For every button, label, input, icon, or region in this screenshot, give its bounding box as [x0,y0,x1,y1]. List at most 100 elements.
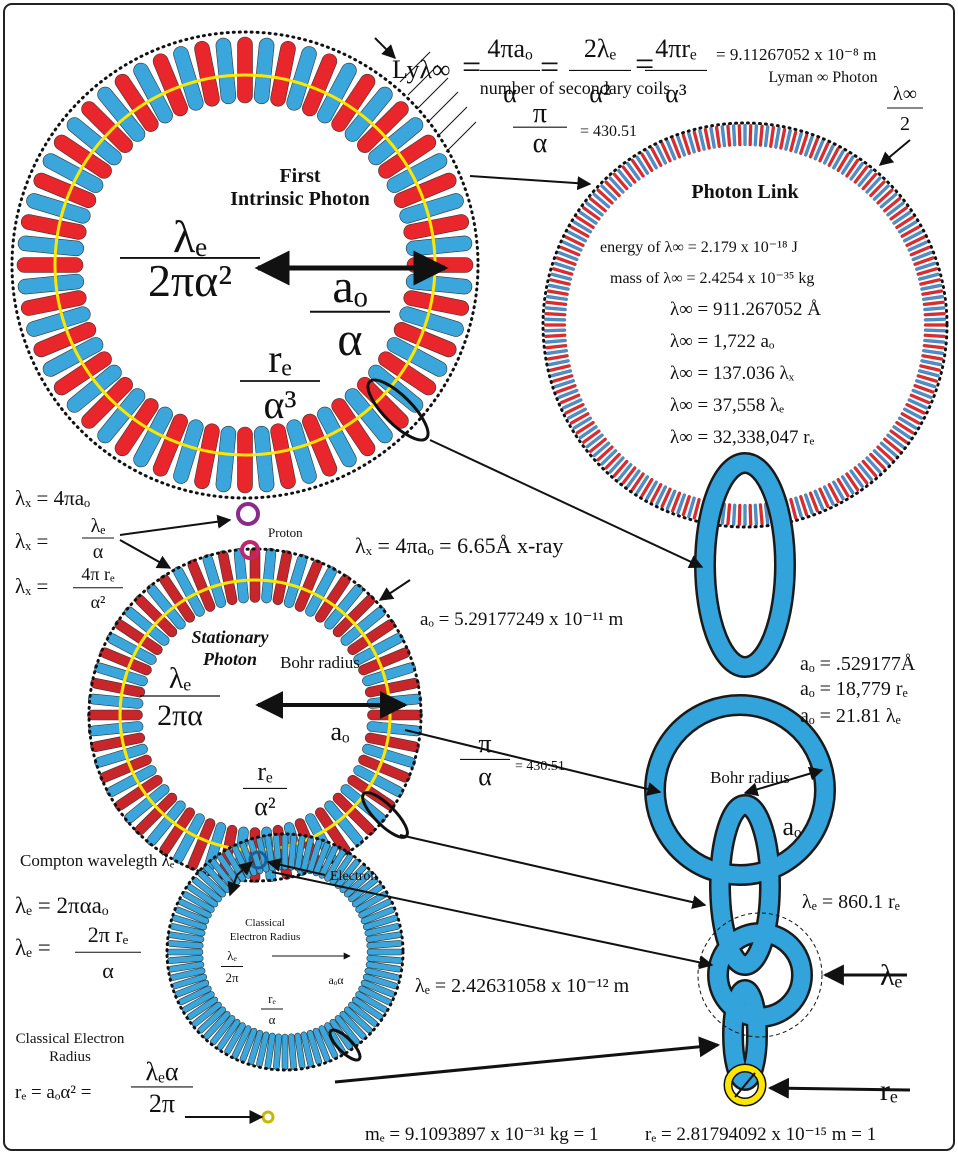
coil [808,491,819,513]
coil [159,574,196,623]
coil [331,73,376,132]
coil [743,503,747,527]
coil [687,496,696,519]
coil [578,425,598,440]
electron-marker [248,850,268,870]
coil [286,46,317,111]
coil [317,406,357,468]
coil [173,566,205,617]
coil [920,283,943,291]
label: λₓ = [15,529,48,553]
chain-fact: aₒ = .529177Å [800,653,916,675]
coil [171,914,208,931]
coil [919,364,941,372]
coil [231,1025,252,1059]
coil [923,323,947,327]
coil [393,172,457,208]
coil [347,619,396,656]
fraction-numerator: λ∞ [893,83,917,105]
coil [33,322,97,358]
coil [194,40,220,107]
coil [905,403,926,415]
coil [97,86,146,142]
coil [872,184,890,201]
label: rₑ = aₒα² = [15,1082,91,1103]
label: rₑ [880,1074,898,1107]
fraction-denominator: α [478,762,492,791]
coil [836,477,850,498]
coil [173,419,204,484]
label: λₓ = 4πaₒ [15,486,90,510]
coil [748,123,753,147]
label: Classical [245,917,285,929]
coil [81,101,133,153]
coil [294,834,306,872]
coil [366,955,403,964]
coil [42,153,104,193]
coil [399,193,464,224]
coil [588,437,607,453]
coil [114,774,163,811]
coil [42,337,104,377]
coil [715,125,721,148]
coil [596,445,614,462]
fraction-denominator: α [533,128,548,159]
proton-marker [240,540,260,560]
label: λₑ = 2.42631058 x 10⁻¹² m [415,975,630,997]
label: First [279,165,320,187]
label: aₒ [782,812,802,841]
coil [922,300,945,307]
coil [720,125,727,148]
coil [81,377,133,429]
fraction-denominator: α² [589,79,611,108]
label: = [540,49,559,86]
coil [857,168,873,187]
coil [272,550,292,606]
coil [544,333,567,338]
coil [152,53,188,117]
coil [545,349,568,355]
coil [635,155,650,175]
coil [861,172,878,191]
coil [543,328,567,333]
photon-link-fact: mass of λ∞ = 2.4254 x 10⁻³⁵ kg [610,270,814,287]
coil-ring [87,547,423,883]
coil [566,407,587,420]
coil [911,388,933,399]
label: = [462,49,481,86]
fraction-numerator: aₒ [332,260,367,313]
fraction-numerator: rₑ [257,757,273,786]
coil [879,192,898,209]
coil [709,126,716,149]
label: λₑ = 860.1 rₑ [802,891,900,913]
coil [544,338,567,344]
coil [237,36,253,104]
coil [53,134,112,179]
coil [921,354,944,361]
coil [66,117,122,166]
coil [823,485,835,506]
coil [626,162,641,181]
coil [922,343,945,350]
label: Lyλ∞ [392,55,451,84]
coil [575,420,595,435]
coil [178,898,212,919]
coil [114,398,159,457]
coil [671,491,682,513]
coil [294,559,323,612]
coil [737,123,742,147]
coil [732,503,737,526]
label: λₑ = [15,935,51,960]
coil [358,754,411,783]
coil [676,493,686,515]
coil [302,413,338,477]
fraction-denominator: α [93,541,104,563]
label: aₒα [328,973,344,987]
coil [917,272,940,281]
coil [604,452,621,470]
fraction-denominator: 2πα² [148,255,232,306]
label: aₒ [330,717,350,746]
coil [763,125,770,148]
coil [17,273,85,295]
coil [915,379,937,389]
